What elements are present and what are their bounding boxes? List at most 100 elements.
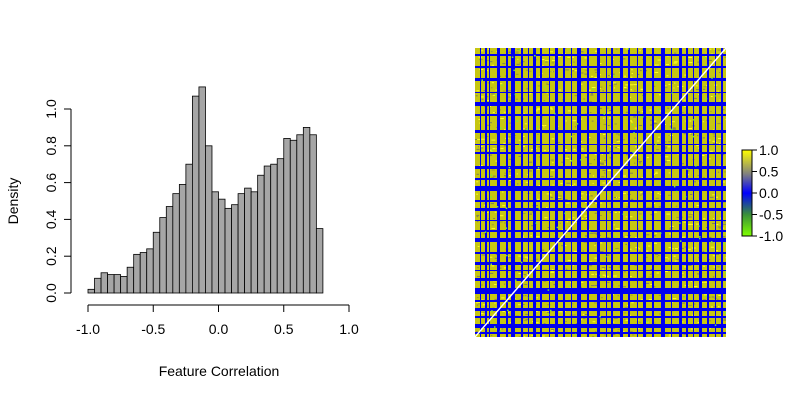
heatmap-cell (602, 274, 607, 276)
heatmap-cell (689, 120, 692, 122)
heatmap-cell (618, 266, 620, 268)
heatmap-cell (557, 198, 562, 199)
heatmap-cell (476, 193, 478, 195)
heatmap-cell (602, 170, 606, 171)
heatmap-cell (594, 76, 598, 78)
heatmap-cell (580, 159, 582, 161)
heatmap-cell (585, 201, 588, 203)
heatmap-cell (558, 55, 562, 57)
heatmap-cell (564, 199, 568, 200)
heatmap-cell (552, 162, 554, 164)
heatmap-cell (536, 109, 541, 111)
heatmap-cell (703, 177, 706, 179)
histogram-bar (146, 248, 154, 294)
heatmap-cell (491, 265, 495, 267)
heatmap-cell (703, 299, 706, 301)
heatmap-cell (515, 279, 517, 281)
heatmap-cell (559, 89, 561, 91)
heatmap-stripe (506, 48, 508, 337)
histogram-bar (165, 206, 174, 294)
heatmap-cell (585, 235, 589, 237)
heatmap-diagonal (475, 48, 726, 337)
histogram-bar (133, 253, 141, 294)
heatmap-cell (516, 63, 520, 65)
heatmap-cell (702, 250, 705, 252)
heatmap-cell (649, 137, 651, 138)
heatmap-cell (641, 276, 643, 278)
heatmap-cell (617, 331, 619, 333)
heatmap-cell (592, 175, 595, 177)
heatmap-cell (486, 212, 489, 213)
heatmap-cell (594, 284, 599, 286)
heatmap-cell (668, 83, 671, 85)
heatmap-cell (682, 112, 684, 114)
heatmap-cell (541, 126, 544, 128)
heatmap-stripe (475, 230, 726, 232)
heatmap-cell (723, 319, 726, 321)
heatmap-cell (617, 328, 620, 330)
heatmap-cell (609, 329, 612, 331)
heatmap-cell (476, 275, 481, 277)
heatmap-cell (671, 301, 673, 303)
heatmap-cell (632, 334, 635, 336)
heatmap-cell (556, 226, 559, 229)
heatmap-cell (657, 192, 660, 194)
heatmap-cell (543, 254, 545, 256)
heatmap-cell (682, 276, 684, 278)
heatmap-cell (511, 56, 514, 58)
heatmap-cell (526, 257, 528, 259)
histogram-bar (218, 198, 226, 294)
heatmap-cell (476, 216, 479, 218)
heatmap-cell (670, 225, 674, 227)
heatmap-cell (568, 156, 570, 158)
heatmap-cell (701, 162, 703, 164)
heatmap-cell (481, 138, 485, 140)
heatmap-cell (592, 321, 596, 323)
heatmap-cell (538, 156, 541, 158)
heatmap-cell (656, 256, 658, 258)
heatmap-cell (500, 118, 504, 119)
heatmap-cell (531, 225, 534, 227)
histogram-bar (205, 145, 213, 294)
heatmap-cell (536, 168, 540, 170)
heatmap-cell (702, 121, 705, 123)
heatmap-cell (538, 185, 542, 186)
heatmap-cell (653, 322, 656, 324)
heatmap-cell (534, 55, 536, 57)
heatmap-cell (614, 197, 617, 198)
heatmap-cell (565, 232, 568, 234)
heatmap-cell (593, 232, 598, 234)
heatmap-cell (490, 196, 492, 198)
heatmap-cell (719, 227, 722, 229)
heatmap-cell (646, 320, 648, 323)
heatmap-cell (650, 124, 653, 126)
heatmap-cell (519, 299, 523, 301)
heatmap-cell (717, 90, 719, 92)
heatmap-cell (688, 57, 693, 58)
heatmap-cell (704, 57, 707, 59)
heatmap-cell (615, 48, 618, 50)
heatmap-cell (659, 182, 661, 184)
correlation-heatmap (475, 48, 726, 337)
heatmap-cell (520, 261, 523, 264)
heatmap-cell (653, 286, 656, 288)
heatmap-cell (715, 250, 718, 252)
histogram-bar (87, 288, 95, 294)
heatmap-stripe (489, 48, 490, 337)
heatmap-cell (537, 167, 540, 169)
heatmap-cell (686, 168, 688, 171)
heatmap-cell (675, 205, 678, 207)
heatmap-cell (571, 56, 574, 58)
heatmap-cell (691, 328, 695, 330)
heatmap-stripe (707, 48, 709, 337)
heatmap-cell (655, 143, 657, 146)
heatmap-cell (692, 135, 695, 138)
heatmap-cell (600, 86, 603, 88)
heatmap-cell (550, 197, 553, 198)
heatmap-cell (529, 214, 532, 215)
heatmap-cell (493, 175, 496, 177)
heatmap-cell (666, 160, 671, 161)
heatmap-cell (712, 223, 716, 224)
heatmap-cell (517, 82, 519, 84)
heatmap-cell (688, 216, 692, 218)
